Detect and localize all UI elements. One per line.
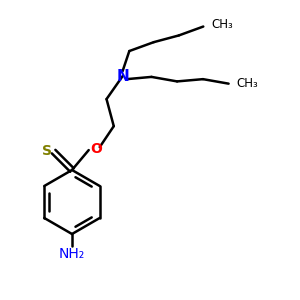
Text: N: N [116,69,129,84]
Text: O: O [90,142,102,156]
Text: CH₃: CH₃ [237,77,258,90]
Text: CH₃: CH₃ [211,18,233,31]
Text: NH₂: NH₂ [59,247,85,261]
Text: S: S [42,144,52,158]
